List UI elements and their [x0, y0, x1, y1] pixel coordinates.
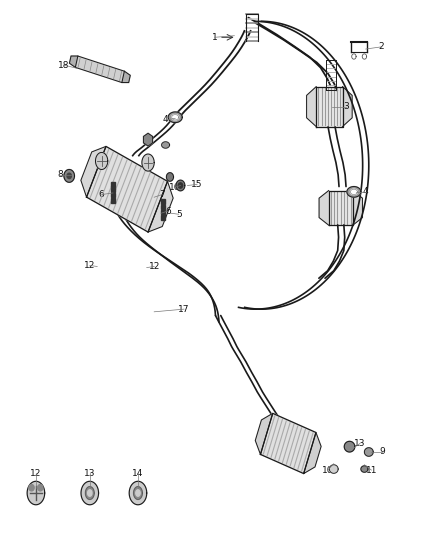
Polygon shape [87, 147, 167, 232]
Polygon shape [329, 465, 338, 473]
Polygon shape [27, 481, 45, 505]
Text: 15: 15 [191, 180, 203, 189]
Polygon shape [122, 71, 130, 83]
Bar [111, 193, 115, 197]
Text: 17: 17 [178, 305, 190, 313]
Polygon shape [162, 142, 170, 148]
Text: 13: 13 [84, 469, 95, 478]
Polygon shape [178, 183, 183, 188]
Text: 6: 6 [165, 207, 171, 215]
Text: 8: 8 [57, 171, 64, 179]
Text: 12: 12 [30, 469, 42, 478]
Polygon shape [134, 487, 142, 499]
Polygon shape [319, 191, 328, 225]
Polygon shape [64, 169, 74, 182]
Text: 12: 12 [148, 262, 160, 271]
Polygon shape [38, 484, 43, 491]
Polygon shape [81, 147, 106, 197]
Text: 4: 4 [163, 116, 168, 124]
Polygon shape [328, 191, 353, 225]
Polygon shape [95, 152, 108, 169]
Polygon shape [344, 441, 355, 452]
Polygon shape [85, 487, 94, 499]
Polygon shape [70, 56, 78, 67]
Bar [161, 199, 165, 204]
Polygon shape [148, 181, 173, 232]
Text: 7: 7 [159, 190, 165, 199]
Polygon shape [168, 112, 182, 123]
Bar [161, 215, 165, 220]
Polygon shape [172, 115, 179, 120]
Polygon shape [129, 481, 147, 505]
Text: 12: 12 [84, 261, 95, 270]
Polygon shape [81, 481, 99, 505]
Polygon shape [316, 86, 343, 126]
Bar [111, 188, 115, 192]
Text: 9: 9 [379, 448, 385, 456]
Bar [161, 210, 165, 214]
Polygon shape [350, 189, 357, 195]
Text: 11: 11 [366, 466, 377, 474]
Text: 10: 10 [322, 466, 333, 474]
Polygon shape [364, 448, 373, 456]
Polygon shape [67, 173, 71, 179]
Polygon shape [29, 484, 34, 491]
Polygon shape [307, 86, 316, 126]
Text: 13: 13 [354, 439, 366, 448]
Polygon shape [261, 414, 316, 473]
Text: 5: 5 [176, 210, 182, 219]
Polygon shape [88, 490, 92, 496]
Text: 16: 16 [169, 183, 180, 192]
Polygon shape [343, 86, 352, 126]
Text: 18: 18 [58, 61, 69, 69]
Text: 3: 3 [343, 102, 349, 111]
Polygon shape [255, 414, 273, 455]
Text: 14: 14 [132, 469, 144, 478]
Text: 4: 4 [363, 188, 368, 196]
Polygon shape [176, 180, 185, 191]
Polygon shape [136, 490, 140, 496]
Bar [161, 205, 165, 209]
Polygon shape [166, 173, 173, 181]
Text: 2: 2 [378, 43, 384, 51]
Polygon shape [353, 191, 362, 225]
Polygon shape [347, 187, 361, 197]
Bar [111, 182, 115, 187]
Text: 6: 6 [99, 190, 105, 199]
Polygon shape [304, 432, 321, 473]
Text: 1: 1 [212, 33, 218, 42]
Bar [111, 198, 115, 203]
Polygon shape [361, 466, 368, 472]
Polygon shape [75, 56, 124, 83]
Polygon shape [144, 133, 152, 146]
Polygon shape [142, 154, 154, 171]
